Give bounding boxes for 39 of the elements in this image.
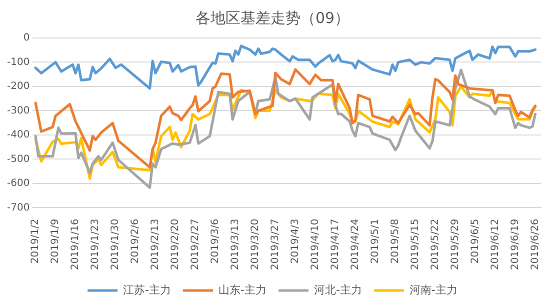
x-tick-label: 2019/3/13 [230,218,242,270]
x-tick-label: 2019/4/10 [310,218,321,270]
x-tick-label: 2019/5/29 [450,218,461,270]
x-tick-label: 2019/6/26 [530,218,541,270]
x-tick-label: 2019/2/27 [190,218,202,270]
x-tick-label: 2019/2/6 [130,218,142,264]
x-tick-label: 2019/6/5 [470,218,481,264]
x-tick-label: 2019/5/22 [430,218,441,270]
x-tick-label: 2019/4/24 [350,218,361,270]
y-tick-label: -500 [6,154,30,165]
y-tick-label: -400 [6,130,30,141]
x-tick-label: 2019/5/15 [410,218,421,270]
y-tick-label: -600 [6,178,30,190]
x-tick-label: 2019/6/19 [510,218,521,270]
x-tick-label: 2019/5/1 [370,218,381,264]
legend-label: 河南-主力 [409,283,458,296]
x-tick-label: 2019/3/27 [270,218,282,270]
x-tick-label: 2019/3/6 [210,218,222,264]
y-tick-label: -700 [6,202,30,214]
y-tick-label: -200 [6,81,30,92]
x-tick-label: 2019/5/8 [390,218,401,264]
x-tick-label: 2019/1/16 [70,218,82,270]
x-tick-label: 2019/1/2 [30,218,42,264]
legend-label: 山东-主力 [218,283,267,296]
x-tick-label: 2019/1/30 [110,218,122,270]
x-tick-label: 2019/2/13 [150,218,162,270]
x-tick-label: 2019/1/9 [50,218,62,264]
y-tick-label: -100 [6,56,30,68]
y-tick-label: -300 [6,105,30,116]
x-tick-label: 2019/2/20 [170,218,182,270]
x-tick-label: 2019/4/3 [290,218,302,264]
x-tick-label: 2019/1/23 [90,218,102,270]
chart-title: 各地区基差走势（09） [195,8,350,27]
x-tick-label: 2019/4/17 [330,218,341,270]
legend-label: 江苏-主力 [123,283,172,296]
x-tick-label: 2019/3/20 [250,218,262,270]
legend-label: 河北-主力 [314,283,362,296]
x-tick-label: 2019/6/12 [490,218,501,270]
y-tick-label: 0 [23,32,30,44]
